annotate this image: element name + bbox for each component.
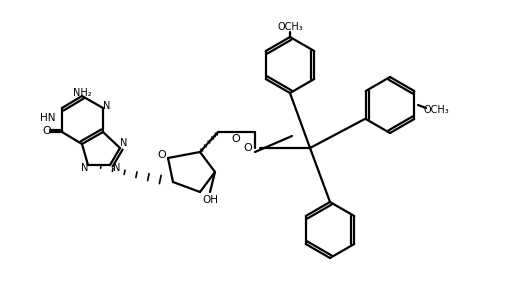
Text: O: O bbox=[232, 134, 241, 144]
Text: NH₂: NH₂ bbox=[73, 88, 91, 98]
Text: O: O bbox=[43, 126, 52, 136]
Text: N: N bbox=[113, 163, 121, 173]
Text: OCH₃: OCH₃ bbox=[423, 105, 449, 115]
Text: N: N bbox=[120, 138, 127, 148]
Text: O: O bbox=[243, 143, 252, 153]
Text: OCH₃: OCH₃ bbox=[277, 22, 303, 32]
Text: O: O bbox=[158, 150, 166, 160]
Text: N: N bbox=[103, 101, 110, 111]
Text: N: N bbox=[81, 163, 89, 173]
Text: OH: OH bbox=[202, 195, 218, 205]
Text: HN: HN bbox=[40, 113, 55, 123]
